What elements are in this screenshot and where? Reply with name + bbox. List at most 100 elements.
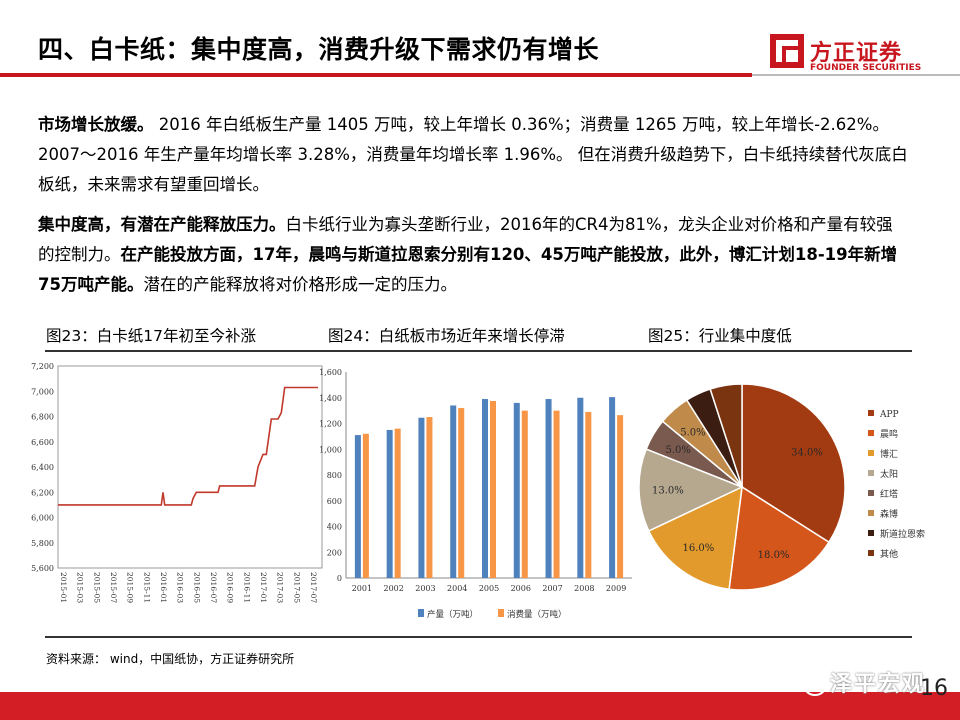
bar-production <box>609 397 616 578</box>
pie-legend-swatch <box>868 550 874 556</box>
bar-production <box>418 417 425 578</box>
paragraph-capacity-highlight: 在产能投放方面，17年，晨鸣与斯道拉恩索分别有120、45万吨产能投放，此外，博… <box>38 245 898 294</box>
bar-y-tick-label: 1,600 <box>319 368 342 377</box>
line-y-tick-label: 6,200 <box>31 488 54 497</box>
pie-legend-swatch <box>868 450 874 456</box>
bar-consumption <box>362 433 369 578</box>
bar-consumption <box>617 415 624 578</box>
line-x-tick-label: 2016-09 <box>226 572 235 603</box>
bar-y-tick-label: 600 <box>327 497 342 506</box>
line-x-tick-label: 2015-07 <box>109 572 118 603</box>
bar-y-tick-label: 200 <box>327 548 342 557</box>
pie-legend-swatch <box>868 430 874 436</box>
bar-consumption <box>585 411 592 578</box>
figure-23-caption: 图23：白卡纸17年初至今补涨 <box>46 327 256 345</box>
paragraph-concentration: 集中度高，有潜在产能释放压力。白卡纸行业为寡头垄断行业，2016年的CR4为81… <box>38 210 908 300</box>
pie-slice-label: 13.0% <box>652 485 684 496</box>
paragraph-market-text: 2016 年白纸板生产量 1405 万吨，较上年增长 0.36%；消费量 126… <box>38 115 908 194</box>
pie-legend-label: 博汇 <box>880 448 898 460</box>
bar-consumption <box>426 417 433 578</box>
bar-legend-swatch <box>418 609 424 617</box>
bar-x-tick-label: 2001 <box>352 584 372 593</box>
pie-slice-label: 18.0% <box>758 550 790 561</box>
bar-x-tick-label: 2003 <box>415 584 435 593</box>
line-x-tick-label: 2016-11 <box>242 572 251 603</box>
pie-legend-label: 红塔 <box>880 488 898 500</box>
bar-consumption <box>458 408 465 578</box>
pie-legend-label: 森博 <box>880 508 898 520</box>
pie-slice-label: 16.0% <box>683 543 715 554</box>
pie-legend-label: 晨鸣 <box>880 428 898 440</box>
logo-text-cn: 方正证券 <box>810 41 903 66</box>
pie-legend-swatch <box>868 470 874 476</box>
line-y-tick-label: 6,800 <box>31 413 54 422</box>
pie-slice <box>728 485 831 591</box>
bar-y-tick-label: 1,200 <box>319 420 342 429</box>
pie-legend-swatch <box>868 530 874 536</box>
bar-x-tick-label: 2008 <box>574 584 594 593</box>
pie-legend-label: 其他 <box>880 548 898 560</box>
bar-x-tick-label: 2009 <box>606 584 626 593</box>
bar-production <box>482 399 488 578</box>
pie-slice-label: 5.0% <box>680 427 705 438</box>
paragraph-capacity-text: 潜在的产能释放将对价格形成一定的压力。 <box>143 275 457 294</box>
line-x-tick-label: 2017-01 <box>259 572 268 603</box>
page-title: 四、白卡纸：集中度高，消费升级下需求仍有增长 <box>38 35 600 64</box>
bar-production <box>450 405 457 578</box>
line-x-tick-label: 2017-03 <box>276 572 285 603</box>
title-rule-grey <box>752 74 960 76</box>
bar-y-tick-label: 800 <box>327 471 342 480</box>
pie-legend-label: 斯道拉恩索 <box>880 528 925 540</box>
pie-legend-swatch <box>868 510 874 516</box>
title-rule <box>0 73 752 77</box>
pie-legend-label: 太阳 <box>880 468 898 480</box>
line-x-tick-label: 2016-05 <box>192 572 201 603</box>
line-y-tick-label: 6,400 <box>31 463 54 472</box>
paragraph-concentration-heading: 集中度高，有潜在产能释放压力。 <box>38 215 286 234</box>
line-x-tick-label: 2015-09 <box>126 572 135 603</box>
bar-production <box>354 435 361 578</box>
pie-legend-swatch <box>868 490 874 496</box>
line-x-tick-label: 2015-11 <box>142 572 151 603</box>
figure-captions: 图23：白卡纸17年初至今补涨 图24：白纸板市场近年来增长停滞 图25：行业集… <box>0 324 960 350</box>
bar-x-tick-label: 2004 <box>447 584 467 593</box>
pie-slice <box>647 485 743 591</box>
line-x-tick-label: 2017-07 <box>309 572 318 603</box>
page-number: 16 <box>920 676 948 701</box>
pie-legend-swatch <box>868 410 874 416</box>
line-x-tick-label: 2016-03 <box>176 572 185 603</box>
bar-production <box>386 429 393 578</box>
line-x-tick-label: 2015-03 <box>76 572 85 603</box>
bar-y-tick-label: 1,000 <box>319 445 342 454</box>
line-x-tick-label: 2015-01 <box>59 572 68 603</box>
line-y-tick-label: 6,600 <box>31 438 54 447</box>
paragraph-concentration-text: 白卡纸行业为寡头垄断行业，2016年的CR4为81%，龙头企业对价格和产量有较强… <box>38 215 893 264</box>
bar-consumption <box>553 410 560 578</box>
bar-consumption <box>394 428 401 578</box>
founder-logo-icon <box>770 34 804 68</box>
paragraph-market-heading: 市场增长放缓。 <box>38 115 154 134</box>
paragraph-market: 市场增长放缓。 2016 年白纸板生产量 1405 万吨，较上年增长 0.36%… <box>38 110 908 200</box>
line-y-tick-label: 7,000 <box>31 387 54 396</box>
watermark-text: 泽平宏观 <box>830 672 927 697</box>
bar-x-tick-label: 2002 <box>383 584 403 593</box>
line-x-tick-label: 2017-05 <box>292 572 301 603</box>
bar-production <box>577 397 584 578</box>
line-y-tick-label: 5,800 <box>31 539 54 548</box>
bar-consumption <box>490 400 496 578</box>
bar-legend-swatch <box>498 609 504 617</box>
figure-24-caption: 图24：白纸板市场近年来增长停滞 <box>328 327 565 345</box>
bar-legend-label: 产量（万吨） <box>427 609 478 620</box>
bar-y-tick-label: 0 <box>337 574 342 583</box>
bar-x-tick-label: 2007 <box>542 584 562 593</box>
bar-y-tick-label: 400 <box>327 523 342 532</box>
pie-slice <box>709 383 743 488</box>
figure-25-caption: 图25：行业集中度低 <box>648 327 792 345</box>
line-x-tick-label: 2016-01 <box>159 572 168 603</box>
line-x-tick-label: 2016-07 <box>209 572 218 603</box>
logo-text-en: FOUNDER SECURITIES <box>810 63 922 73</box>
bar-production <box>545 399 552 578</box>
source-note: 资料来源： wind，中国纸协，方正证券研究所 <box>46 652 295 666</box>
line-series-price <box>58 386 318 506</box>
